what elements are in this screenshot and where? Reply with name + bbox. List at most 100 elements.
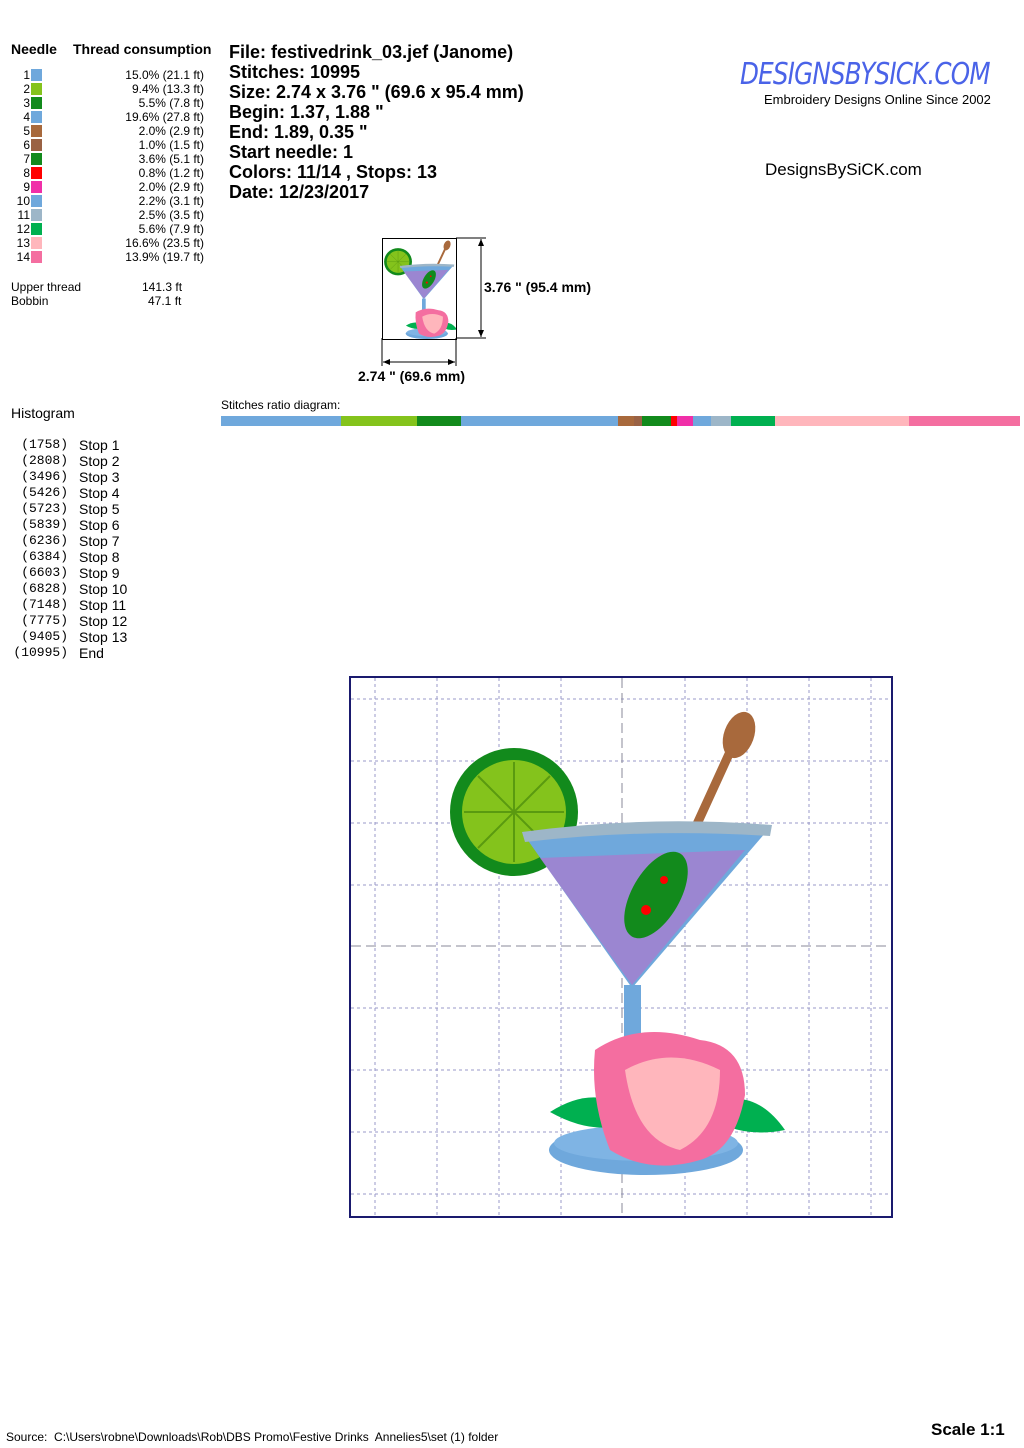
needle-number: 1: [23, 68, 30, 82]
stop-stitch-count: (7775): [21, 613, 68, 628]
needle-number: 14: [16, 250, 30, 264]
needle-row: 4 19.6% (27.8 ft): [0, 110, 210, 124]
needle-number: 7: [23, 152, 30, 166]
bobbin-label: Bobbin: [11, 294, 49, 308]
needle-consumption: 19.6% (27.8 ft): [125, 110, 204, 124]
end-point: End: 1.89, 0.35 ": [229, 122, 368, 142]
brand-logo: DesignsBySiCK.com Embroidery Designs Onl…: [740, 57, 1020, 108]
needle-color-swatch: [31, 223, 42, 235]
stop-stitch-count: (7148): [21, 597, 68, 612]
design-size: Size: 2.74 x 3.76 " (69.6 x 95.4 mm): [229, 82, 524, 102]
needle-consumption: 9.4% (13.3 ft): [131, 82, 204, 96]
needle-row: 1 15.0% (21.1 ft): [0, 68, 210, 82]
stop-label: Stop 3: [79, 469, 120, 485]
stop-label: Stop 10: [79, 581, 128, 597]
ratio-segment: [670, 416, 677, 426]
needle-consumption: 1.0% (1.5 ft): [138, 138, 204, 152]
ratio-segment: [633, 416, 642, 426]
width-dimension-arrow: [381, 338, 457, 366]
needle-number: 2: [23, 82, 30, 96]
needle-row: 9 2.0% (2.9 ft): [0, 180, 210, 194]
ratio-segment: [692, 416, 711, 426]
stitch-count: Stitches: 10995: [229, 62, 361, 82]
ratio-segment: [341, 416, 417, 426]
stop-stitch-count: (6828): [21, 581, 68, 596]
needle-row: 3 5.5% (7.8 ft): [0, 96, 210, 110]
upper-thread-label: Upper thread: [11, 280, 82, 294]
needle-consumption: 16.6% (23.5 ft): [125, 236, 204, 250]
thumbnail-design-image: [383, 239, 456, 339]
stop-label: Stop 11: [79, 597, 127, 613]
needle-consumption: 5.6% (7.9 ft): [138, 222, 204, 236]
needle-consumption: 15.0% (21.1 ft): [125, 68, 204, 82]
needle-row: 13 16.6% (23.5 ft): [0, 236, 210, 250]
stop-stitch-count: (5723): [21, 501, 68, 516]
stop-label: Stop 2: [79, 453, 120, 469]
ratio-segment: [221, 416, 342, 426]
needle-number: 9: [23, 180, 30, 194]
stop-stitch-count: (3496): [21, 469, 68, 484]
stop-label: Stop 7: [79, 533, 120, 549]
needle-number: 3: [23, 96, 30, 110]
design-preview: [349, 676, 893, 1218]
stop-label: Stop 8: [79, 549, 120, 565]
needle-consumption: 0.8% (1.2 ft): [138, 166, 204, 180]
needle-row: 2 9.4% (13.3 ft): [0, 82, 210, 96]
stop-label: Stop 13: [79, 629, 128, 645]
height-dimension-arrow: [456, 237, 486, 339]
ratio-segment: [676, 416, 693, 426]
stop-list: (1758) Stop 1 (2808) Stop 2 (3496) Stop 3 (…: [0, 437, 200, 667]
logo-tagline: Embroidery Designs Online Since 2002: [764, 92, 991, 107]
stop-stitch-count: (6384): [21, 549, 68, 564]
stop-stitch-count: (6236): [21, 533, 68, 548]
needle-color-swatch: [31, 83, 42, 95]
height-label: 3.76 " (95.4 mm): [484, 279, 592, 295]
stop-label: End: [79, 645, 104, 661]
needle-header: Needle: [11, 41, 57, 57]
width-label: 2.74 " (69.6 mm): [358, 368, 466, 384]
needle-color-swatch: [31, 237, 42, 249]
needle-row: 6 1.0% (1.5 ft): [0, 138, 210, 152]
ratio-segment: [641, 416, 671, 426]
needle-consumption: 2.0% (2.9 ft): [138, 180, 204, 194]
ratio-label: Stitches ratio diagram:: [221, 398, 341, 412]
needle-number: 10: [16, 194, 30, 208]
ratio-segment: [775, 416, 909, 426]
ratio-segment: [617, 416, 634, 426]
design-preview-image: [351, 678, 891, 1216]
stop-label: Stop 1: [79, 437, 120, 453]
ratio-segment: [730, 416, 776, 426]
needle-number: 11: [17, 208, 30, 222]
needle-row: 11 2.5% (3.5 ft): [0, 208, 210, 222]
needle-color-swatch: [31, 167, 42, 179]
scale-label: Scale 1:1: [931, 1420, 1005, 1439]
needle-consumption: 13.9% (19.7 ft): [125, 250, 204, 264]
stop-label: Stop 6: [79, 517, 120, 533]
design-info: File: festivedrink_03.jef (Janome) Stitc…: [229, 42, 524, 202]
needle-row: 14 13.9% (19.7 ft): [0, 250, 210, 264]
start-needle: Start needle: 1: [229, 142, 354, 162]
needle-row: 10 2.2% (3.1 ft): [0, 194, 210, 208]
stop-stitch-count: (2808): [21, 453, 68, 468]
date: Date: 12/23/2017: [229, 182, 370, 202]
stop-stitch-count: (5426): [21, 485, 68, 500]
stop-stitch-count: (6603): [21, 565, 68, 580]
thread-consumption-header: Thread consumption: [73, 41, 212, 57]
needle-color-swatch: [31, 209, 42, 221]
ratio-segment: [460, 416, 618, 426]
begin-point: Begin: 1.37, 1.88 ": [229, 102, 384, 122]
logo-wordmark: DesignsBySiCK.com: [740, 57, 991, 92]
needle-number: 12: [16, 222, 30, 236]
site-name: DesignsBySiCK.com: [765, 160, 922, 179]
needle-list: 1 15.0% (21.1 ft) 2 9.4% (13.3 ft) 3 5.5% …: [0, 68, 210, 268]
needle-color-swatch: [31, 97, 42, 109]
stop-stitch-count: (10995): [13, 645, 68, 660]
bobbin-value: 47.1 ft: [148, 294, 182, 308]
ratio-segment: [710, 416, 731, 426]
needle-consumption: 2.2% (3.1 ft): [138, 194, 204, 208]
ratio-segment: [908, 416, 1020, 426]
needle-color-swatch: [31, 181, 42, 193]
stop-stitch-count: (5839): [21, 517, 68, 532]
needle-color-swatch: [31, 69, 42, 81]
